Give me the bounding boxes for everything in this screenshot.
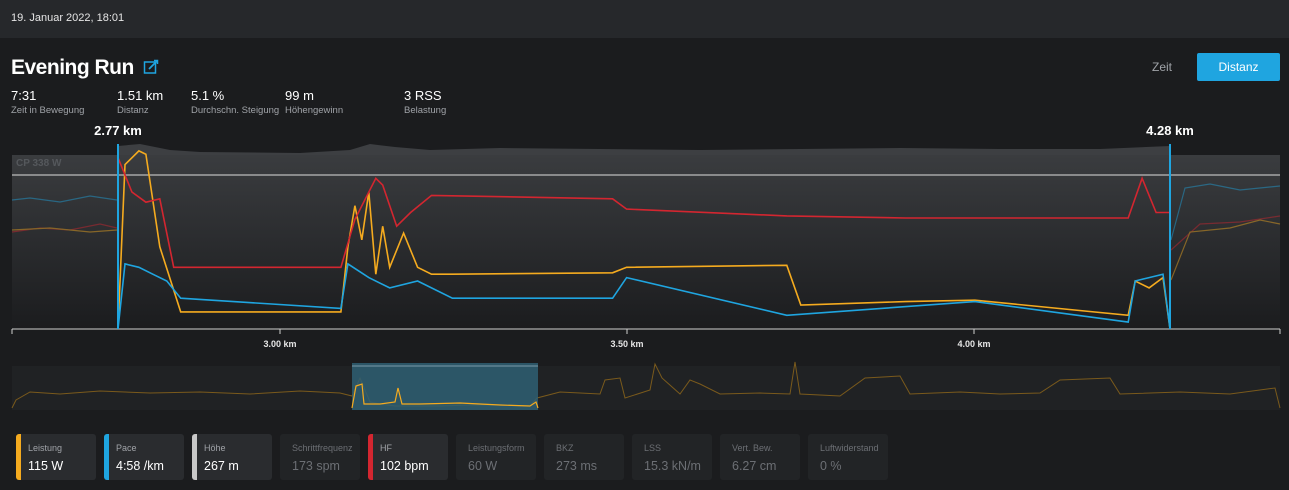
- metric-card-ground-contact[interactable]: BKZ 273 ms: [544, 434, 624, 480]
- metric-value: 115 W: [28, 459, 64, 473]
- range-end-label: 4.28 km: [1146, 123, 1194, 138]
- metric-card-vertical-oscillation[interactable]: Vert. Bew. 6.27 cm: [720, 434, 800, 480]
- metric-label: Pace: [116, 443, 137, 453]
- out-of-range-series: [11, 183, 1281, 281]
- metric-color-bar: [192, 434, 197, 480]
- metric-label: LSS: [644, 443, 662, 453]
- stat-value: 1.51 km: [117, 88, 164, 103]
- metric-label: Höhe: [204, 443, 226, 453]
- metric-value: 0 %: [820, 459, 842, 473]
- metric-label: Leistung: [28, 443, 63, 453]
- stat-value: 99 m: [285, 88, 314, 103]
- stat-label: Zeit in Bewegung: [11, 105, 85, 116]
- activity-title: Evening Run: [11, 56, 134, 79]
- edit-icon[interactable]: [143, 59, 159, 75]
- metric-card-heart-rate[interactable]: HF 102 bpm: [368, 434, 448, 480]
- range-start-label: 2.77 km: [94, 123, 142, 138]
- metric-label: Vert. Bew.: [732, 443, 773, 453]
- critical-power-label: CP 338 W: [16, 158, 62, 169]
- metric-value: 6.27 cm: [732, 459, 777, 473]
- stat-value: 7:31: [11, 88, 37, 103]
- stat-label: Belastung: [404, 105, 447, 116]
- metric-label: HF: [380, 443, 392, 453]
- x-tick-label: 3.50 km: [610, 339, 643, 349]
- stat-label: Distanz: [117, 105, 149, 116]
- metric-value: 15.3 kN/m: [644, 459, 701, 473]
- stat-load: 3 RSS Belastung: [404, 88, 446, 116]
- metric-color-bar: [16, 434, 21, 480]
- metric-label: Luftwiderstand: [820, 443, 879, 453]
- toggle-distance-button[interactable]: Distanz: [1197, 53, 1280, 81]
- metric-card-leg-spring[interactable]: LSS 15.3 kN/m: [632, 434, 712, 480]
- metric-card-form-power[interactable]: Leistungsform 60 W: [456, 434, 536, 480]
- metric-label: Schrittfrequenz: [292, 443, 353, 453]
- metric-value: 273 ms: [556, 459, 597, 473]
- stat-avg-grade: 5.1 % Durchschn. Steigung: [191, 88, 279, 116]
- metrics-chart[interactable]: CP 338 W 3.00 km 3.50 km 4.00 km 2.77 km…: [0, 120, 1289, 352]
- metric-color-bar: [104, 434, 109, 480]
- overview-chart[interactable]: [0, 358, 1289, 414]
- metric-card-air-resistance[interactable]: Luftwiderstand 0 %: [808, 434, 888, 480]
- metric-label: BKZ: [556, 443, 574, 453]
- top-bar: 19. Januar 2022, 18:01: [0, 0, 1289, 38]
- stat-moving-time: 7:31 Zeit in Bewegung: [11, 88, 84, 116]
- overview-background: [12, 366, 1280, 410]
- stat-elevation-gain: 99 m Höhengewinn: [285, 88, 343, 116]
- metric-value: 267 m: [204, 459, 239, 473]
- metric-value: 102 bpm: [380, 459, 429, 473]
- stat-label: Höhengewinn: [285, 105, 344, 116]
- metric-value: 60 W: [468, 459, 498, 473]
- stat-value: 3 RSS: [404, 88, 442, 103]
- toggle-time-button[interactable]: Zeit: [1152, 60, 1173, 74]
- metric-label: Leistungsform: [468, 443, 525, 453]
- stat-label: Durchschn. Steigung: [191, 105, 280, 116]
- series-line-hf: [117, 157, 1170, 269]
- metric-card-elevation[interactable]: Höhe 267 m: [192, 434, 272, 480]
- stat-value: 5.1 %: [191, 88, 225, 103]
- metric-card-power[interactable]: Leistung 115 W: [16, 434, 96, 480]
- x-tick-label: 4.00 km: [957, 339, 990, 349]
- metric-color-bar: [368, 434, 373, 480]
- series-line-leistung: [117, 149, 1171, 330]
- stat-distance: 1.51 km Distanz: [117, 88, 163, 116]
- metric-card-pace[interactable]: Pace 4:58 /km: [104, 434, 184, 480]
- series-line-pace: [117, 262, 1171, 330]
- overview-selection-trace: [351, 383, 539, 409]
- metric-cards: Leistung 115 W Pace 4:58 /km Höhe 267 m …: [16, 434, 888, 480]
- overview-power-trace: [11, 361, 1281, 409]
- metric-value: 173 spm: [292, 459, 340, 473]
- x-tick-label: 3.00 km: [263, 339, 296, 349]
- metric-card-cadence[interactable]: Schrittfrequenz 173 spm: [280, 434, 360, 480]
- elevation-profile: [118, 144, 1170, 155]
- activity-date: 19. Januar 2022, 18:01: [11, 12, 125, 24]
- overview-selection[interactable]: [352, 363, 538, 410]
- metric-value: 4:58 /km: [116, 459, 164, 473]
- series-layer: [117, 149, 1171, 330]
- plot-area: [12, 155, 1280, 329]
